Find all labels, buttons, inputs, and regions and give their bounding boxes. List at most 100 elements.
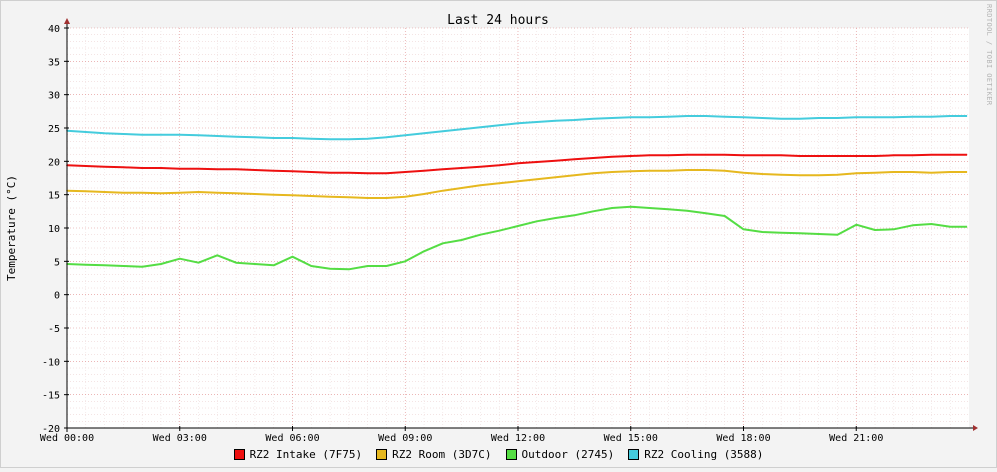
data-point: [460, 128, 463, 131]
legend-swatch: [505, 448, 517, 460]
data-point: [141, 265, 143, 268]
data-point: [554, 217, 557, 219]
data-point: [498, 124, 501, 127]
y-tick-label: 0: [54, 291, 60, 302]
data-point: [272, 169, 275, 172]
data-point: [742, 228, 745, 231]
data-point: [366, 197, 369, 199]
y-tick-label: -5: [48, 324, 60, 335]
data-point: [310, 171, 313, 173]
data-point: [291, 255, 294, 258]
x-tick-labels: Wed 00:00 Wed 03:00 Wed 06:00 Wed 09:00 Wed …: [40, 433, 883, 444]
data-point: [498, 182, 501, 185]
data-point: [723, 115, 726, 118]
data-point: [404, 134, 407, 137]
data-point: [385, 265, 388, 267]
data-point: [723, 153, 726, 156]
data-point: [592, 157, 594, 159]
data-point: [385, 172, 388, 175]
data-point: [235, 261, 237, 264]
data-point: [329, 267, 331, 270]
data-point: [385, 197, 388, 199]
data-point: [291, 170, 294, 173]
x-tick-label: Wed 00:00: [40, 433, 94, 444]
y-tick-label: 5: [54, 257, 60, 268]
data-point: [423, 250, 425, 253]
data-point: [366, 172, 369, 175]
data-point: [893, 116, 895, 119]
data-point: [272, 193, 275, 196]
data-point: [911, 115, 914, 118]
legend-item: RZ2 Intake (7F75): [233, 448, 362, 461]
data-point: [780, 154, 782, 157]
y-tick-label: -15: [42, 391, 60, 402]
data-point: [535, 121, 538, 123]
data-point: [517, 180, 519, 183]
x-tick-label: Wed 15:00: [604, 433, 658, 444]
data-point: [103, 264, 106, 267]
data-point: [197, 191, 200, 193]
x-tick-label: Wed 09:00: [378, 433, 432, 444]
data-point: [329, 195, 331, 198]
data-point: [667, 169, 670, 172]
data-point: [366, 265, 369, 267]
data-point: [573, 119, 576, 121]
data-point: [479, 165, 482, 168]
data-point: [554, 176, 557, 179]
data-point: [686, 209, 688, 212]
series-layer: [66, 115, 968, 271]
data-point: [479, 126, 482, 129]
data-point: [949, 153, 952, 156]
y-tick-label: 25: [48, 124, 60, 135]
data-point: [366, 137, 369, 140]
y-tick-label: 40: [48, 24, 60, 35]
data-point: [122, 191, 125, 194]
data-point: [742, 116, 745, 119]
data-point: [949, 115, 952, 117]
data-point: [216, 135, 219, 137]
data-point: [442, 130, 444, 133]
data-point: [629, 205, 632, 208]
data-point: [122, 133, 125, 135]
data-point: [761, 117, 764, 119]
data-point: [160, 133, 162, 136]
data-point: [272, 264, 275, 267]
data-point: [479, 184, 482, 187]
data-point: [911, 171, 914, 173]
data-point: [874, 171, 876, 174]
data-point: [404, 260, 407, 263]
legend-item: RZ2 Room (3D7C): [376, 448, 492, 461]
data-point: [611, 155, 613, 158]
data-point: [141, 167, 143, 169]
data-point: [817, 233, 820, 235]
data-point: [629, 155, 632, 157]
data-point: [723, 215, 726, 217]
data-point: [329, 138, 331, 141]
data-point: [160, 192, 162, 195]
data-point: [686, 153, 688, 156]
data-point: [893, 154, 895, 157]
data-point: [911, 154, 914, 157]
data-point: [479, 233, 482, 236]
data-point: [216, 168, 219, 171]
data-point: [216, 191, 219, 194]
data-point: [705, 153, 707, 156]
x-tick-label: Wed 21:00: [829, 433, 883, 444]
data-point: [629, 170, 632, 173]
chart-title: Last 24 hours: [447, 13, 549, 28]
legend-label: RZ2 Cooling (3588): [644, 447, 764, 461]
data-point: [705, 212, 707, 215]
data-point: [629, 116, 632, 119]
data-point: [254, 193, 256, 195]
data-point: [178, 167, 181, 170]
data-point: [235, 192, 237, 195]
data-point: [648, 154, 651, 157]
data-point: [235, 168, 237, 171]
data-point: [197, 134, 200, 137]
data-point: [761, 231, 764, 233]
data-point: [930, 153, 933, 156]
data-point: [235, 135, 237, 138]
data-point: [178, 257, 181, 260]
data-point: [742, 171, 745, 174]
